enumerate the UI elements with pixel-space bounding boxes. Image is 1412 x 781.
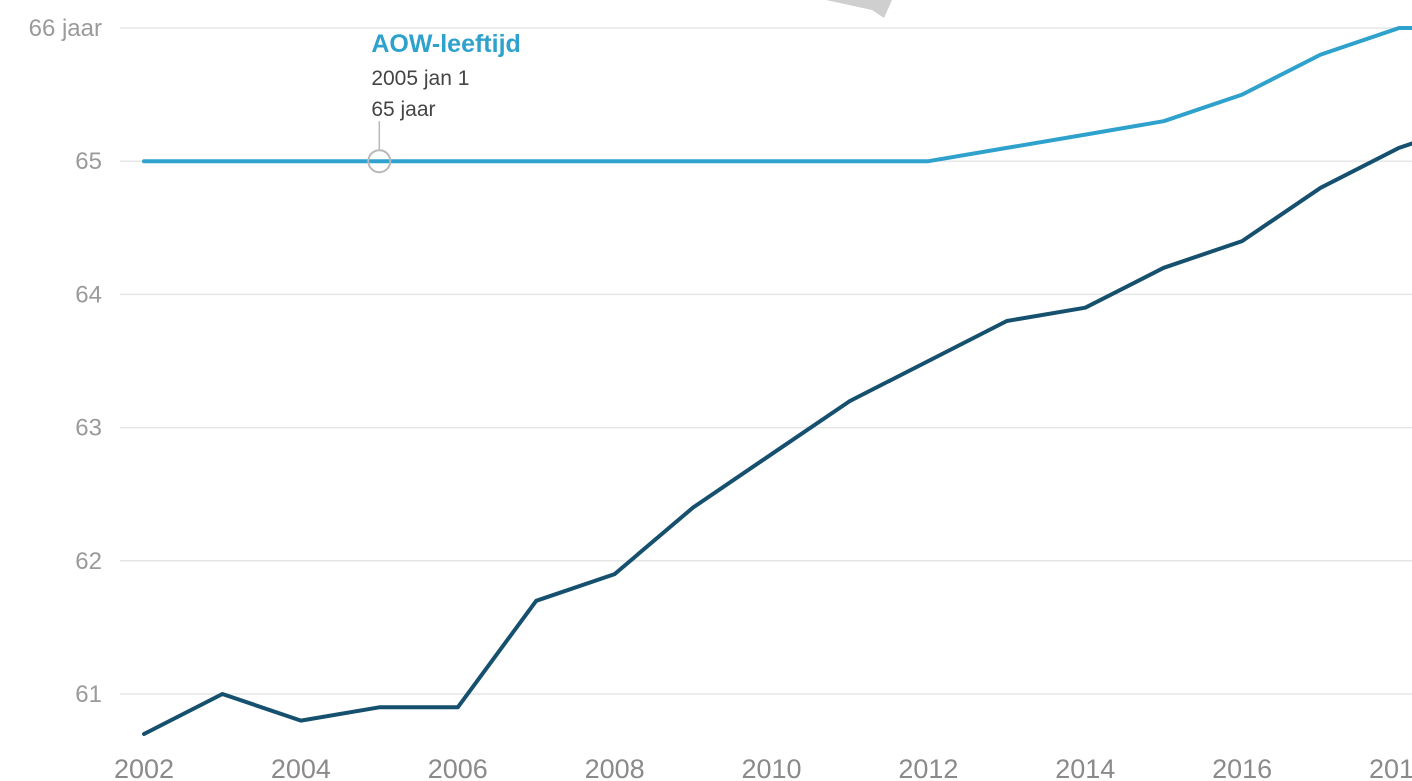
- tooltip-date: 2005 jan 1: [371, 67, 469, 90]
- y-tick-label: 61: [75, 681, 102, 708]
- x-tick-label: 2004: [271, 754, 331, 781]
- x-tick-label: 2014: [1055, 754, 1115, 781]
- x-tick-label: 2008: [585, 754, 645, 781]
- tooltip-value: 65 jaar: [371, 98, 435, 121]
- tooltip: AOW-leeftijd 2005 jan 1 65 jaar: [367, 30, 521, 174]
- x-axis-ticks: 2002 2004 2006 2008 2010 2012 2014 2016 2018: [114, 754, 1412, 781]
- watermark-arrow-icon: [826, 0, 892, 18]
- y-tick-label: 66 jaar: [29, 15, 102, 42]
- y-tick-label: 62: [75, 548, 102, 575]
- series-line-aow-leeftijd[interactable]: [142, 26, 1412, 164]
- y-tick-label: 64: [75, 281, 102, 308]
- gridlines: [120, 27, 1412, 695]
- tooltip-series-name: AOW-leeftijd: [371, 30, 521, 58]
- series-line-2[interactable]: [142, 121, 1412, 736]
- y-axis-ticks: 66 jaar 65 64 63 62 61: [29, 15, 102, 708]
- x-tick-label: 2006: [428, 754, 488, 781]
- y-tick-label: 65: [75, 148, 102, 175]
- x-tick-label: 2012: [898, 754, 958, 781]
- tooltip-marker[interactable]: [367, 149, 392, 174]
- x-tick-label: 2016: [1212, 754, 1272, 781]
- y-tick-label: 63: [75, 415, 102, 442]
- x-tick-label: 2018: [1369, 754, 1412, 781]
- series-lines: [142, 26, 1412, 736]
- x-tick-label: 2002: [114, 754, 174, 781]
- x-tick-label: 2010: [741, 754, 801, 781]
